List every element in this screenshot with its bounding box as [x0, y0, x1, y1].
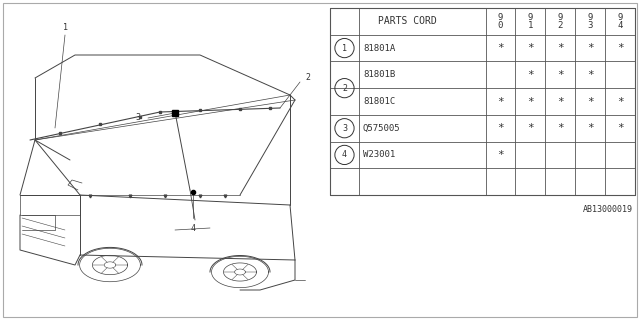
Text: Q575005: Q575005 [363, 124, 401, 133]
Text: 9
1: 9 1 [528, 12, 533, 30]
Text: *: * [497, 97, 504, 107]
Text: *: * [587, 123, 593, 133]
Text: 9
3: 9 3 [588, 12, 593, 30]
Text: 3: 3 [135, 114, 140, 123]
Text: *: * [587, 97, 593, 107]
Text: 1: 1 [63, 23, 67, 33]
Text: *: * [587, 70, 593, 80]
Text: *: * [527, 70, 534, 80]
Text: PARTS CORD: PARTS CORD [378, 16, 437, 26]
Text: 81801C: 81801C [363, 97, 396, 106]
Text: *: * [557, 97, 564, 107]
Text: 9
2: 9 2 [557, 12, 563, 30]
Text: 2: 2 [342, 84, 347, 93]
Bar [330, 8, 635, 195]
Text: *: * [557, 70, 564, 80]
Text: 3: 3 [342, 124, 347, 133]
Text: *: * [527, 97, 534, 107]
Text: 9
0: 9 0 [498, 12, 503, 30]
Text: 2: 2 [305, 74, 310, 83]
Text: *: * [587, 43, 593, 53]
Text: *: * [497, 43, 504, 53]
Text: *: * [557, 123, 564, 133]
Text: 4: 4 [342, 150, 347, 159]
Text: AB13000019: AB13000019 [583, 204, 633, 213]
Text: W23001: W23001 [363, 150, 396, 159]
Text: 1: 1 [342, 44, 347, 52]
Text: 4: 4 [191, 224, 195, 233]
Text: 81801B: 81801B [363, 70, 396, 79]
Text: *: * [497, 123, 504, 133]
Text: *: * [497, 150, 504, 160]
Text: 81801A: 81801A [363, 44, 396, 52]
Text: *: * [617, 43, 623, 53]
Text: 9
4: 9 4 [618, 12, 623, 30]
Text: *: * [557, 43, 564, 53]
Text: *: * [617, 97, 623, 107]
Text: *: * [527, 123, 534, 133]
Text: *: * [617, 123, 623, 133]
Text: *: * [527, 43, 534, 53]
